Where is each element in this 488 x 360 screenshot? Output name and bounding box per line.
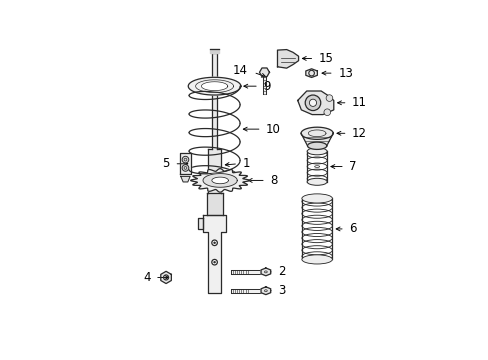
Polygon shape	[161, 271, 171, 284]
Polygon shape	[179, 153, 191, 174]
Circle shape	[213, 261, 215, 263]
Polygon shape	[190, 168, 249, 192]
Text: 10: 10	[265, 123, 281, 136]
Text: 9: 9	[263, 80, 270, 93]
Text: 12: 12	[351, 127, 366, 140]
Text: 5: 5	[162, 157, 170, 170]
Circle shape	[182, 165, 188, 171]
Text: 1: 1	[242, 157, 249, 170]
Circle shape	[213, 242, 215, 244]
Text: 4: 4	[143, 271, 150, 284]
Polygon shape	[261, 268, 270, 276]
Polygon shape	[203, 174, 237, 187]
Text: 13: 13	[338, 67, 352, 80]
Text: 14: 14	[232, 64, 247, 77]
Polygon shape	[305, 69, 317, 77]
Circle shape	[323, 109, 330, 116]
Ellipse shape	[306, 178, 326, 185]
Text: 3: 3	[278, 284, 285, 297]
Polygon shape	[203, 215, 225, 293]
Polygon shape	[201, 82, 227, 91]
Ellipse shape	[306, 148, 326, 155]
Ellipse shape	[301, 255, 332, 264]
Polygon shape	[259, 68, 269, 77]
Text: 2: 2	[278, 265, 285, 278]
Text: 7: 7	[348, 160, 356, 173]
Polygon shape	[301, 127, 332, 139]
Polygon shape	[198, 218, 203, 229]
Ellipse shape	[301, 194, 332, 203]
Text: 11: 11	[351, 96, 366, 109]
Circle shape	[182, 156, 188, 163]
Polygon shape	[277, 50, 298, 68]
Polygon shape	[211, 177, 228, 184]
Polygon shape	[261, 287, 270, 294]
Polygon shape	[307, 142, 326, 149]
Text: 6: 6	[348, 222, 356, 235]
Text: 15: 15	[318, 52, 333, 65]
Circle shape	[325, 95, 332, 102]
Polygon shape	[301, 133, 332, 146]
Circle shape	[211, 240, 217, 246]
Text: 8: 8	[270, 174, 277, 187]
Circle shape	[309, 99, 316, 107]
Polygon shape	[297, 91, 333, 114]
Polygon shape	[188, 77, 241, 95]
Circle shape	[211, 260, 217, 265]
Polygon shape	[181, 176, 190, 182]
Circle shape	[305, 95, 320, 111]
